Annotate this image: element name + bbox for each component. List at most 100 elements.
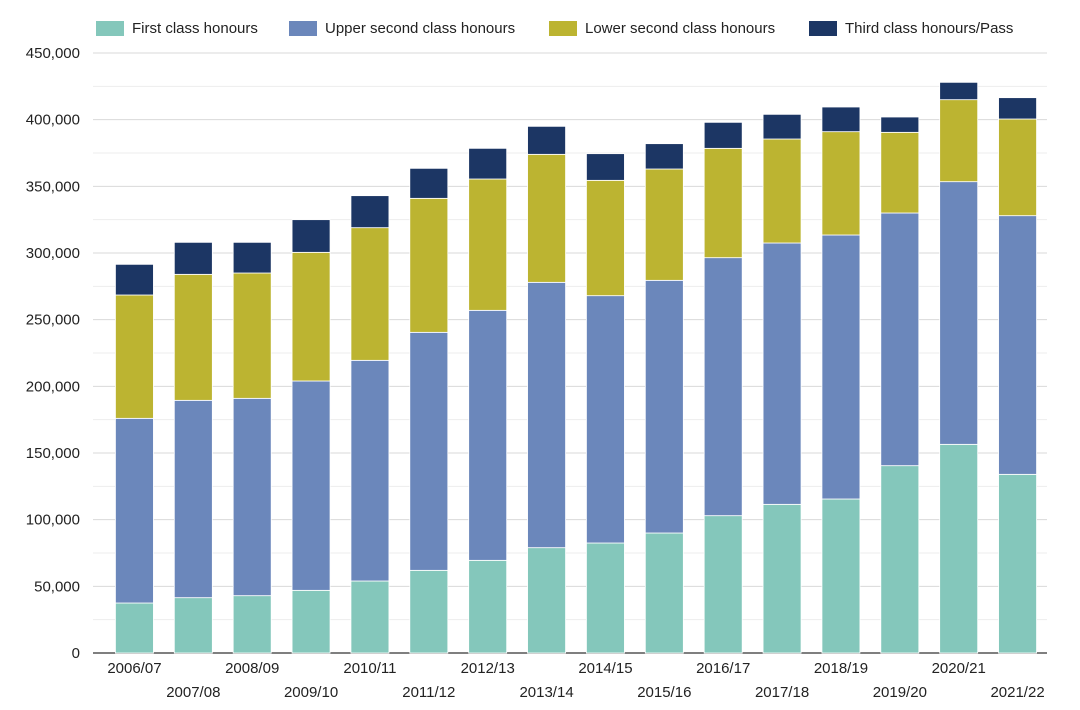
bar-segment: [939, 81, 979, 101]
bar-segment: [291, 380, 331, 591]
y-tick-label: 350,000: [26, 178, 80, 195]
x-tick-label: 2010/11: [343, 660, 396, 677]
legend-item-third-pass[interactable]: Third class honours/Pass: [809, 16, 1013, 40]
bar-segment: [350, 227, 390, 361]
bar-segment: [586, 179, 625, 297]
bar-segment: [350, 359, 390, 582]
bar-segment: [586, 542, 625, 654]
bar-segment: [703, 515, 743, 654]
bar-segment: [468, 559, 508, 654]
bar-segment: [703, 147, 743, 259]
bar-segment: [527, 547, 566, 654]
y-tick-label: 400,000: [26, 112, 80, 129]
x-tick-label: 2006/07: [107, 660, 161, 677]
x-tick-label: 2020/21: [932, 660, 986, 677]
bar-segment: [821, 498, 861, 654]
bar-segment: [291, 219, 331, 253]
bar-segment: [350, 580, 390, 654]
bar-segment: [409, 197, 449, 333]
y-tick-label: 150,000: [26, 445, 80, 462]
bar-segment: [762, 503, 802, 654]
bar-segment: [762, 138, 802, 244]
bar-segment: [880, 212, 920, 467]
x-tick-label: 2019/20: [873, 684, 927, 701]
bar-segment: [644, 143, 684, 170]
bar-segment: [232, 595, 272, 654]
bar-segment: [939, 443, 979, 654]
bar-segment: [409, 167, 449, 199]
y-tick-label: 100,000: [26, 512, 80, 529]
bar-segment: [173, 597, 213, 654]
bar-segment: [821, 234, 861, 500]
legend-item-first-class[interactable]: First class honours: [96, 16, 258, 40]
bar-segment: [468, 147, 508, 180]
legend-label-first-class: First class honours: [132, 19, 258, 37]
bar-segment: [232, 272, 272, 399]
x-tick-label: 2008/09: [225, 660, 279, 677]
bar-segment: [527, 125, 566, 155]
y-tick-label: 50,000: [34, 578, 80, 595]
bar-segment: [173, 273, 213, 401]
legend-item-lower-second[interactable]: Lower second class honours: [549, 16, 775, 40]
bar-segment: [115, 602, 154, 654]
legend-swatch-third-pass: [809, 20, 837, 36]
y-tick-label: 300,000: [26, 245, 80, 262]
bar-segment: [291, 251, 331, 382]
legend-swatch-upper-second: [289, 20, 317, 36]
x-tick-label: 2014/15: [578, 660, 632, 677]
bar-segment: [115, 263, 154, 296]
bar-segment: [586, 295, 625, 544]
legend-swatch-lower-second: [549, 20, 577, 36]
bar-segment: [173, 399, 213, 599]
bar-segment: [527, 281, 566, 549]
x-tick-label: 2015/16: [637, 684, 691, 701]
bar-segment: [880, 131, 920, 214]
x-tick-label: 2018/19: [814, 660, 868, 677]
x-tick-label: 2009/10: [284, 684, 338, 701]
legend-swatch-first-class: [96, 20, 124, 36]
bar-segment: [409, 569, 449, 654]
bar-segment: [939, 99, 979, 183]
legend: First class honours Upper second class h…: [0, 16, 1080, 40]
bar-segment: [350, 195, 390, 229]
bar-segment: [527, 153, 566, 283]
bar-segment: [880, 116, 920, 133]
bar-segment: [173, 241, 213, 275]
bar-segment: [291, 589, 331, 654]
bar-segment: [409, 331, 449, 571]
bar-segment: [468, 178, 508, 311]
x-tick-label: 2017/18: [755, 684, 809, 701]
x-tick-label: 2012/13: [461, 660, 515, 677]
x-tick-label: 2016/17: [696, 660, 750, 677]
bar-segment: [644, 532, 684, 654]
bar-segment: [762, 113, 802, 140]
bar-segment: [998, 473, 1037, 654]
bar-segment: [644, 168, 684, 281]
bar-segment: [703, 121, 743, 149]
bar-segment: [821, 106, 861, 133]
bar-segment: [115, 417, 154, 604]
bar-segment: [998, 118, 1037, 217]
bar-segment: [998, 97, 1037, 120]
bar-segment: [998, 215, 1037, 475]
x-tick-label: 2007/08: [166, 684, 220, 701]
bar-segment: [232, 397, 272, 597]
legend-label-third-pass: Third class honours/Pass: [845, 19, 1014, 37]
y-tick-label: 200,000: [26, 378, 80, 395]
x-tick-label: 2021/22: [990, 684, 1044, 701]
y-tick-label: 0: [72, 645, 80, 662]
bar-segment: [115, 294, 154, 419]
x-tick-label: 2013/14: [519, 684, 573, 701]
legend-label-lower-second: Lower second class honours: [585, 19, 776, 37]
legend-label-upper-second: Upper second class honours: [325, 19, 516, 37]
y-tick-label: 450,000: [26, 45, 80, 62]
legend-item-upper-second[interactable]: Upper second class honours: [289, 16, 515, 40]
x-tick-label: 2011/12: [402, 684, 455, 701]
bar-segment: [232, 241, 272, 274]
bar-segment: [468, 309, 508, 561]
bar-segment: [821, 131, 861, 236]
bar-segment: [644, 279, 684, 534]
bar-segment: [880, 465, 920, 654]
bar-segment: [939, 181, 979, 445]
